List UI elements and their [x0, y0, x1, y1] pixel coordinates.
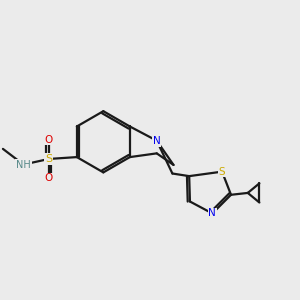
Text: S: S [45, 154, 52, 164]
Text: O: O [45, 134, 53, 145]
Text: O: O [45, 173, 53, 183]
Text: NH: NH [16, 160, 31, 170]
Text: N: N [153, 136, 160, 146]
Text: S: S [219, 167, 225, 177]
Text: N: N [208, 208, 216, 218]
